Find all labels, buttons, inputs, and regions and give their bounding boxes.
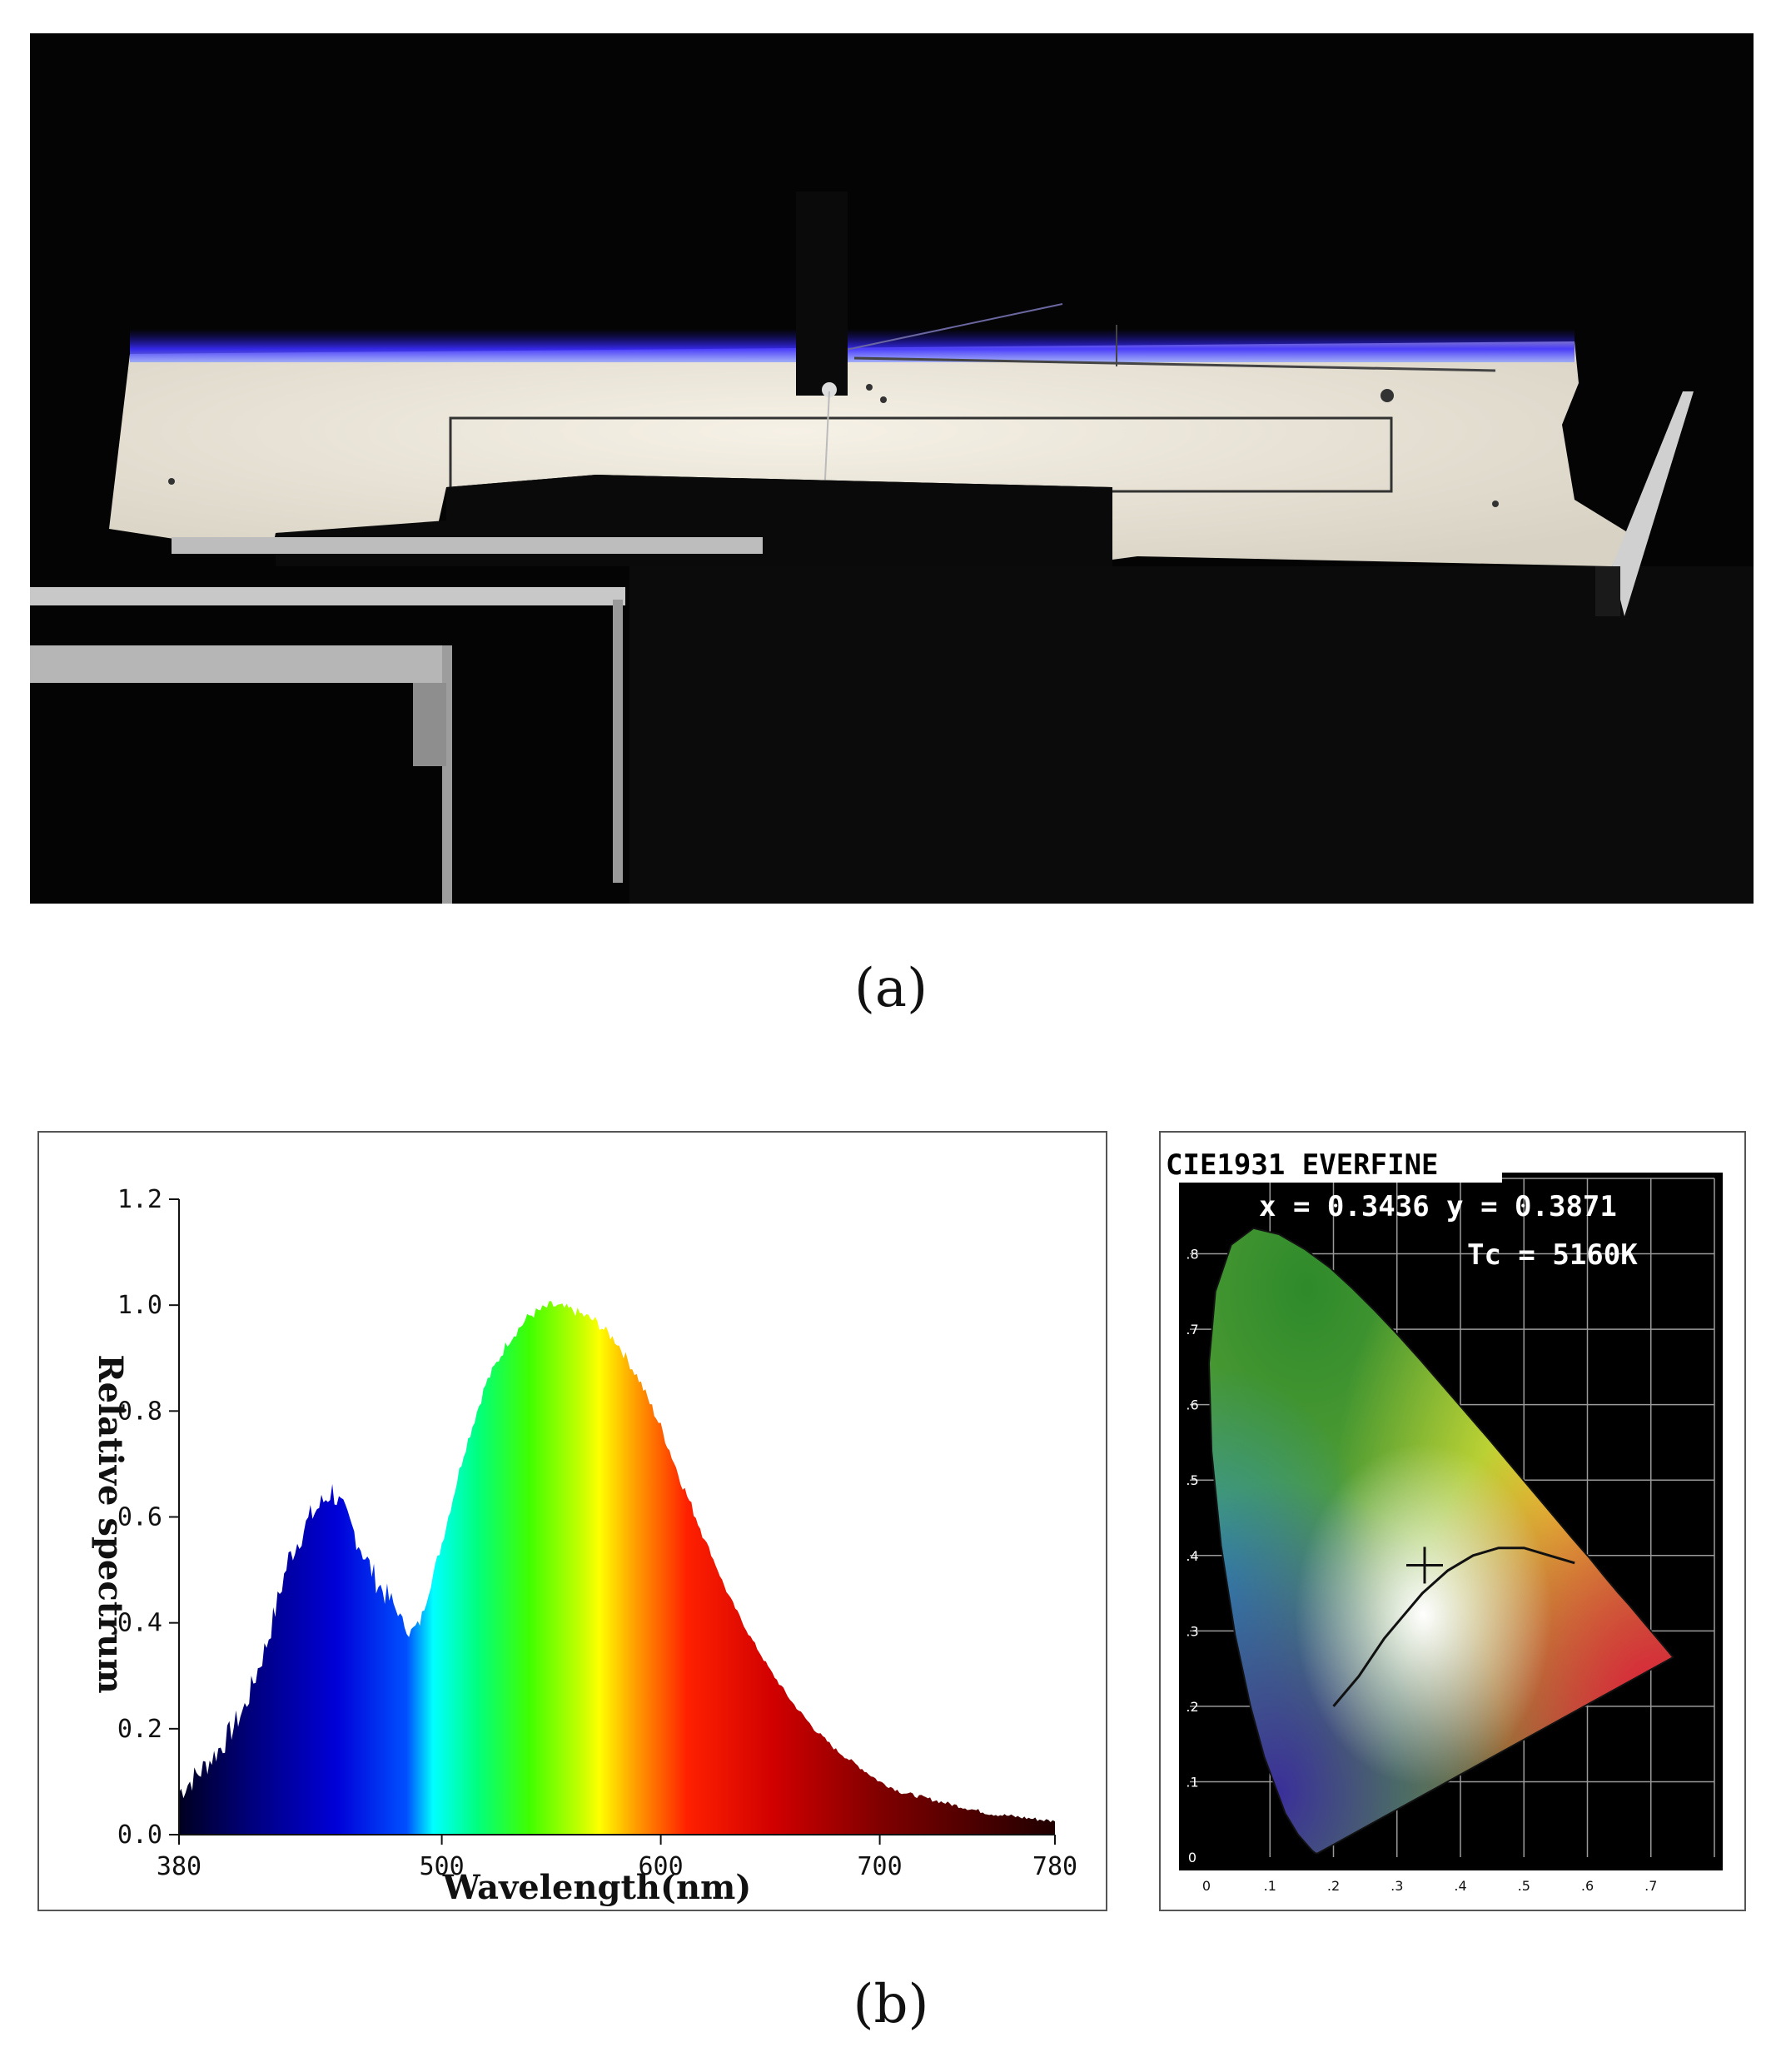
cie-x-tick-label: .5 (1518, 1878, 1530, 1894)
chromaticity-readout: x = 0.3436 y = 0.3871 (1259, 1190, 1617, 1223)
planckian-locus (1332, 1547, 1575, 1707)
spectral-locus (1207, 1227, 1674, 1855)
panel-a-label: (a) (853, 958, 928, 1019)
y-tick-label: 1.0 (117, 1291, 162, 1320)
x-tick-label: 780 (1032, 1852, 1077, 1881)
y-tick-label: 0.0 (117, 1820, 162, 1850)
cie-x-tick-label: .2 (1327, 1878, 1340, 1894)
cie-plot: 0 .1 .2 .3 .4 .5 .6 .7 0 .1 .2 .3 .4 .5 .6 .7 .8 CIE1931… (1161, 1133, 1744, 1910)
chromaticity-point-marker (1405, 1547, 1443, 1584)
x-axis-title: Wavelength(nm) (442, 1868, 752, 1907)
y-tick-label: 0.8 (117, 1397, 162, 1426)
beam-pattern-illustration (30, 33, 1754, 904)
x-tick-label: 500 (420, 1852, 465, 1881)
cie-y-tick-label: .6 (1186, 1397, 1198, 1413)
cie-y-tick-label: .5 (1186, 1472, 1198, 1488)
cie-x-tick-label: .3 (1390, 1878, 1403, 1894)
y-axis-title: Relative spectrum (91, 1354, 130, 1693)
cie-y-tick-label: 0 (1188, 1850, 1196, 1865)
cie-x-tick-label: .4 (1454, 1878, 1466, 1894)
x-tick-label: 700 (858, 1852, 903, 1881)
cie-y-tick-label: .3 (1186, 1623, 1198, 1639)
cie-title: CIE1931 EVERFINE (1166, 1148, 1439, 1182)
beam-pattern-photo (30, 33, 1754, 904)
illuminated-screen (109, 341, 1629, 566)
y-tick-label: 0.6 (117, 1503, 162, 1532)
color-temperature-readout: Tc = 5160K (1467, 1238, 1638, 1272)
cie-x-tick-label: 0 (1202, 1878, 1211, 1894)
y-tick-label: 0.2 (117, 1715, 162, 1744)
x-tick-label: 600 (639, 1852, 684, 1881)
spectrum-area (179, 1301, 1055, 1835)
cie-y-tick-label: .4 (1186, 1548, 1198, 1564)
spectrum-plot: 0.0 0.2 0.4 0.6 0.8 1.0 1.2 380 500 600 700 780 Wa… (91, 1185, 1077, 1907)
cie-x-tick-label: .6 (1581, 1878, 1594, 1894)
cie-x-tick-label: .1 (1264, 1878, 1276, 1894)
cie-chromaticity-diagram: 0 .1 .2 .3 .4 .5 .6 .7 0 .1 .2 .3 .4 .5 .6 .7 .8 CIE1931… (1159, 1131, 1746, 1911)
spectrum-chart: 0.0 0.2 0.4 0.6 0.8 1.0 1.2 380 500 600 700 780 Wa… (37, 1131, 1107, 1911)
photometer-head (796, 192, 848, 396)
cie-x-tick-label: .7 (1644, 1878, 1657, 1894)
y-tick-label: 1.2 (117, 1185, 162, 1214)
y-tick-label: 0.4 (117, 1609, 162, 1638)
cie-y-tick-label: .2 (1186, 1699, 1198, 1715)
x-tick-label: 380 (157, 1852, 201, 1881)
cie-y-tick-label: .8 (1186, 1247, 1198, 1263)
cie-y-tick-label: .7 (1186, 1322, 1198, 1337)
panel-b-label: (b) (853, 1974, 929, 2035)
cie-y-tick-label: .1 (1186, 1774, 1198, 1790)
